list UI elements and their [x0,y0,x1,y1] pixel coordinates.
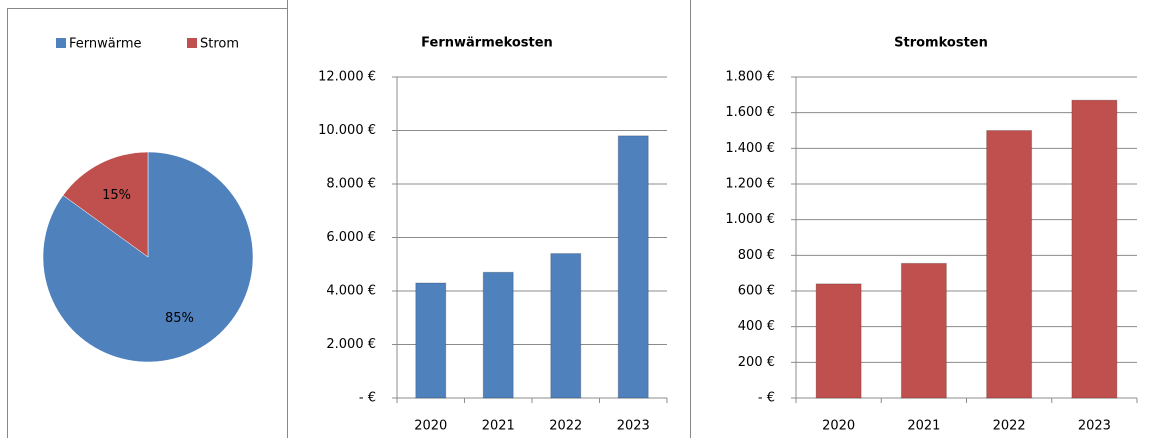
y-tick-label: 12.000 € [318,70,376,85]
y-tick-label: 200 € [738,355,775,370]
x-tick-label: 2023 [1078,419,1111,434]
bar [986,130,1033,399]
bar [815,283,862,399]
y-tick-label: 1.400 € [725,141,775,156]
y-tick-label: - € [758,391,775,406]
bar [900,262,947,399]
y-tick-label: 4.000 € [326,284,376,299]
x-tick-label: 2022 [993,419,1026,434]
bar [482,271,514,399]
y-tick-label: 600 € [738,284,775,299]
legend-swatch [56,38,66,48]
legend-swatch [187,38,197,48]
chart-title: Stromkosten [894,36,988,51]
y-tick-label: 1.200 € [725,177,775,192]
y-tick-label: 400 € [738,319,775,334]
y-tick-label: 2.000 € [326,337,376,352]
y-tick-label: 1.800 € [725,70,775,85]
x-tick-label: 2021 [907,419,940,434]
y-tick-label: - € [359,391,376,406]
slice-label: 15% [102,188,131,203]
bar [617,135,649,399]
legend-label: Fernwärme [69,37,142,52]
y-tick-label: 8.000 € [326,177,376,192]
slice-label: 85% [165,311,194,326]
x-tick-label: 2022 [549,419,582,434]
bar [550,253,582,399]
y-tick-label: 6.000 € [326,230,376,245]
x-tick-label: 2020 [414,419,447,434]
y-tick-label: 10.000 € [318,123,376,138]
x-tick-label: 2021 [482,419,515,434]
y-tick-label: 1.600 € [725,105,775,120]
y-tick-label: 800 € [738,248,775,263]
x-tick-label: 2023 [617,419,650,434]
y-tick-label: 1.000 € [725,212,775,227]
legend-label: Strom [200,37,239,52]
bar [1071,99,1118,399]
chart-title: Fernwärmekosten [421,36,553,51]
pie-slice [62,151,149,258]
bar [415,282,447,399]
x-tick-label: 2020 [822,419,855,434]
